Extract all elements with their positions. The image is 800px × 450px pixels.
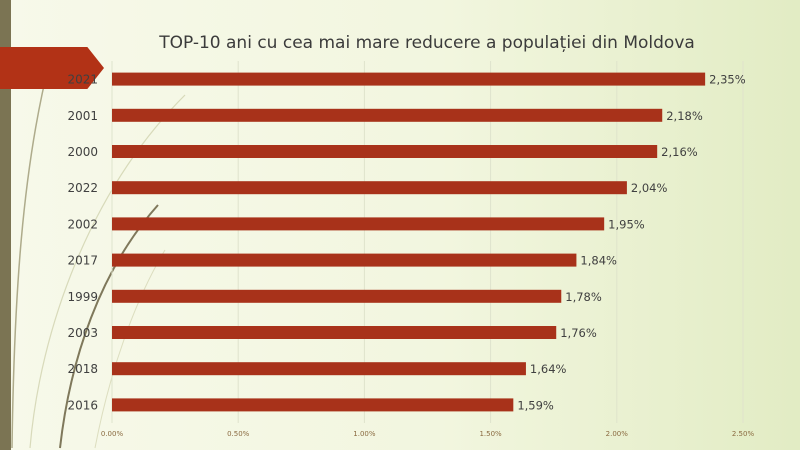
- x-tick-label: 0.00%: [101, 430, 124, 438]
- category-label: 2001: [67, 109, 98, 123]
- data-label: 1,95%: [608, 217, 645, 231]
- category-label: 2016: [67, 398, 98, 412]
- bar: [112, 145, 658, 158]
- data-label: 2,35%: [709, 73, 746, 87]
- bar: [112, 181, 627, 195]
- category-label: 2017: [67, 254, 98, 268]
- data-label: 1,78%: [565, 290, 602, 304]
- data-label: 2,16%: [661, 145, 698, 159]
- chart-title: TOP-10 ani cu cea mai mare reducere a po…: [159, 33, 695, 53]
- category-label: 2003: [67, 326, 98, 340]
- x-tick-label: 2.50%: [732, 430, 755, 438]
- category-label: 2000: [67, 145, 98, 159]
- data-label: 1,76%: [560, 326, 597, 340]
- data-label: 2,18%: [666, 109, 703, 123]
- category-label: 2018: [67, 362, 98, 376]
- bar: [112, 217, 605, 231]
- x-tick-label: 0.50%: [227, 430, 250, 438]
- category-label: 2002: [67, 217, 98, 231]
- left-decor-strip: [0, 0, 11, 450]
- data-label: 2,04%: [631, 181, 668, 195]
- bar: [112, 289, 562, 303]
- category-label: 2022: [67, 181, 98, 195]
- data-label: 1,84%: [580, 254, 617, 268]
- bar: [112, 253, 577, 267]
- title-arrow-shape: [0, 47, 104, 89]
- bar: [112, 72, 706, 86]
- data-label: 1,64%: [530, 362, 567, 376]
- bar: [112, 326, 557, 339]
- decor-curve-3: [59, 204, 159, 449]
- x-tick-label: 1.00%: [353, 430, 376, 438]
- bar: [112, 398, 514, 412]
- category-label: 1999: [67, 290, 98, 304]
- data-label: 1,59%: [517, 398, 554, 412]
- decor-curve-1: [11, 59, 51, 449]
- category-label: 2021: [67, 73, 98, 87]
- x-tick-label: 1.50%: [479, 430, 502, 438]
- x-tick-label: 2.00%: [606, 430, 629, 438]
- bar: [112, 108, 663, 122]
- bar: [112, 362, 526, 376]
- decor-curve-2: [29, 94, 186, 449]
